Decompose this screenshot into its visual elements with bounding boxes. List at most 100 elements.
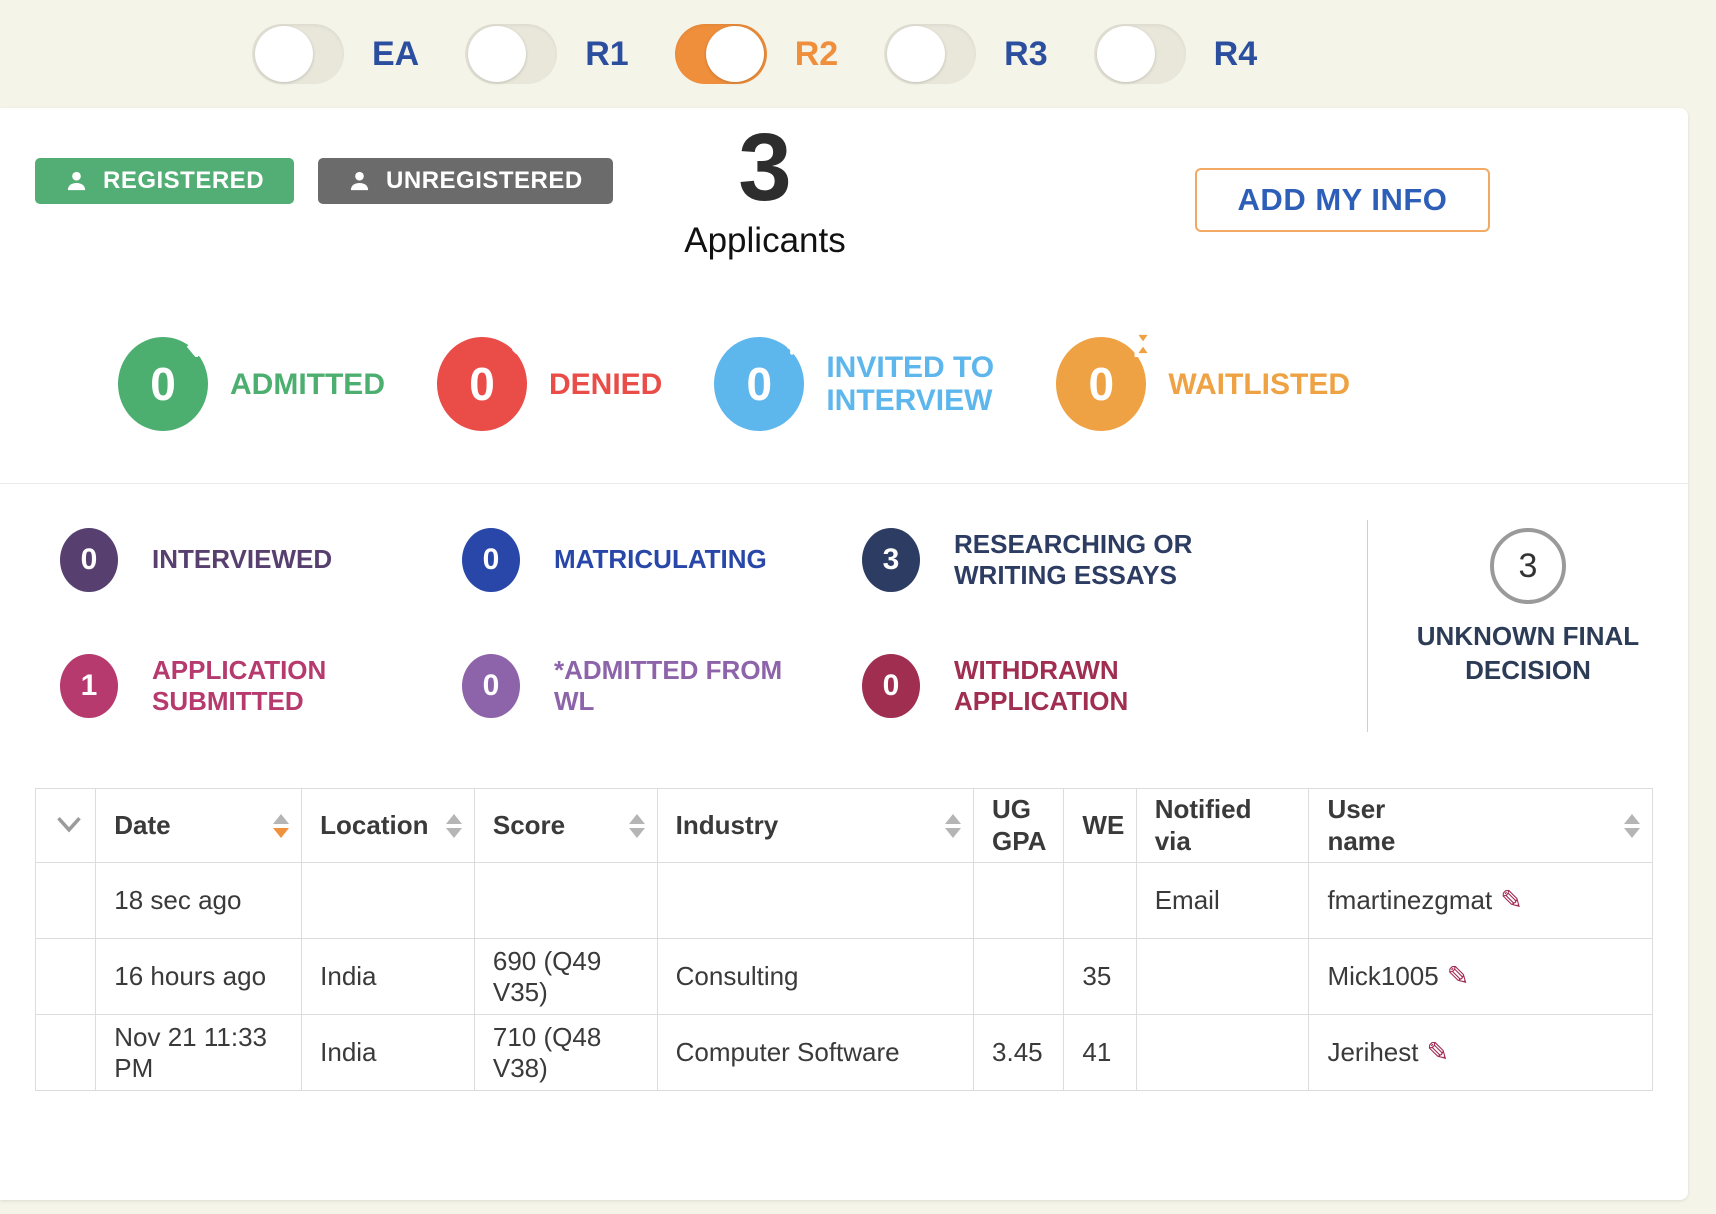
status-circle: 0 <box>1056 331 1152 431</box>
toggle-knob <box>255 26 313 82</box>
check-icon <box>186 331 216 359</box>
status-dot-cell <box>34 938 97 1015</box>
round-group-r1: R1 <box>465 24 629 84</box>
status-application-submitted: 1 APPLICATION SUBMITTED <box>60 640 462 732</box>
location-cell: India <box>301 1014 475 1091</box>
table-header-row: Date Location Score <box>34 788 1653 863</box>
applicant-summary: 3 Applicants <box>585 117 945 261</box>
status-label: *ADMITTED FROM WL <box>554 654 783 716</box>
status-count: 0 <box>482 543 500 576</box>
round-label-ea: EA <box>372 34 420 73</box>
status-waitlisted: 0 WAITLISTED <box>1056 331 1350 431</box>
column-header-user-name[interactable]: User name <box>1308 788 1653 863</box>
status-count: 1 <box>80 669 98 702</box>
round-label-r1: R1 <box>585 34 629 73</box>
status-count: 0 <box>80 543 98 576</box>
table-row: 18 sec ago Email fmartinezgmat ✎ <box>34 862 1653 939</box>
registered-label: REGISTERED <box>103 167 265 194</box>
column-header-we[interactable]: WE <box>1063 788 1137 863</box>
column-label: WE <box>1082 809 1125 840</box>
status-label: INVITED TO INTERVIEW <box>826 351 995 417</box>
column-header-score[interactable]: Score <box>473 788 658 863</box>
column-header-industry[interactable]: Industry <box>656 788 975 863</box>
status-admitted-from-wl: 0 *ADMITTED FROM WL <box>462 640 862 732</box>
pencil-icon[interactable]: ✎ <box>1426 1037 1450 1068</box>
status-withdrawn: 0 WITHDRAWN APPLICATION <box>862 640 1367 732</box>
industry-cell <box>656 862 975 939</box>
status-circle: 3 <box>862 528 920 592</box>
column-header-notified-via[interactable]: Notified via <box>1135 788 1310 863</box>
industry-cell: Consulting <box>656 938 975 1015</box>
column-label: Date <box>114 809 171 840</box>
toggle-r2[interactable] <box>674 24 767 84</box>
status-label: DENIED <box>548 367 663 401</box>
status-count: 0 <box>469 358 495 410</box>
notified-cell <box>1135 938 1310 1015</box>
table-row: Nov 21 11:33 PM India 710 (Q48 V38) Comp… <box>34 1014 1653 1091</box>
round-label-r3: R3 <box>1004 34 1048 73</box>
round-selector-bar: EA R1 R2 R3 R4 <box>0 0 1716 108</box>
registered-filter-button[interactable]: REGISTERED <box>35 158 295 204</box>
sort-icon <box>945 813 962 838</box>
toggle-knob <box>887 26 946 82</box>
status-label: MATRICULATING <box>554 544 767 575</box>
status-label: INTERVIEWED <box>152 544 333 575</box>
table-row: 16 hours ago India 690 (Q49 V35) Consult… <box>34 938 1653 1015</box>
notified-cell <box>1135 1014 1310 1091</box>
status-count: 0 <box>882 669 900 702</box>
status-circle: 0 <box>436 331 535 431</box>
toggle-r1[interactable] <box>465 24 558 84</box>
unknown-count: 3 <box>1518 546 1538 585</box>
add-my-info-button[interactable]: ADD MY INFO <box>1195 168 1490 232</box>
date-cell: Nov 21 11:33 PM <box>95 1014 303 1091</box>
unknown-final-decision-block: 3 UNKNOWN FINAL DECISION <box>1367 520 1688 732</box>
unknown-label: UNKNOWN FINAL DECISION <box>1416 621 1640 685</box>
username: fmartinezgmat <box>1327 885 1493 915</box>
column-header-ug-gpa[interactable]: UG GPA <box>973 788 1065 863</box>
we-cell: 35 <box>1063 938 1137 1015</box>
expand-all-header[interactable] <box>34 788 97 863</box>
status-label: RESEARCHING OR WRITING ESSAYS <box>954 528 1193 590</box>
status-admitted: 0 ADMITTED <box>118 331 385 431</box>
applicant-count-label: Applicants <box>684 220 846 260</box>
unregistered-filter-button[interactable]: UNREGISTERED <box>318 158 613 204</box>
pencil-icon[interactable]: ✎ <box>1446 961 1470 992</box>
status-circle: 0 <box>462 654 520 718</box>
status-dot-cell <box>34 862 97 939</box>
status-count: 0 <box>1088 358 1115 410</box>
column-label: Industry <box>675 809 779 840</box>
column-header-date[interactable]: Date <box>95 788 303 863</box>
status-label: WITHDRAWN APPLICATION <box>954 654 1129 716</box>
pencil-icon[interactable]: ✎ <box>1500 885 1523 916</box>
hourglass-icon <box>1132 331 1154 357</box>
person-icon <box>350 171 369 190</box>
status-circle: 0 <box>118 331 216 431</box>
score-cell <box>473 862 658 939</box>
unknown-count-circle: 3 <box>1490 528 1566 604</box>
status-denied: 0 DENIED <box>436 331 663 431</box>
column-label: Score <box>492 809 566 840</box>
toggle-ea[interactable] <box>252 24 344 84</box>
location-cell: India <box>301 938 475 1015</box>
status-label: APPLICATION SUBMITTED <box>152 654 327 716</box>
we-cell: 41 <box>1063 1014 1137 1091</box>
status-count: 0 <box>746 358 773 410</box>
person-icon <box>67 171 86 190</box>
toggle-knob <box>705 26 764 82</box>
status-invited-to-interview: 0 INVITED TO INTERVIEW <box>714 332 1004 431</box>
username: Jerihest <box>1327 1037 1419 1067</box>
toggle-knob <box>1096 26 1155 82</box>
unregistered-label: UNREGISTERED <box>386 167 583 194</box>
status-label: WAITLISTED <box>1168 367 1350 401</box>
column-label: User name <box>1327 794 1396 856</box>
round-group-ea: EA <box>252 24 419 84</box>
status-count: 0 <box>482 669 500 702</box>
registration-filters: REGISTERED UNREGISTERED <box>35 158 613 204</box>
date-cell: 18 sec ago <box>95 862 303 939</box>
secondary-status-grid: 0 INTERVIEWED 0 MATRICULATING 3 RESEARCH… <box>0 514 1367 732</box>
applicants-table: Date Location Score <box>34 788 1653 1091</box>
round-label-r4: R4 <box>1213 34 1258 73</box>
toggle-r3[interactable] <box>884 24 977 84</box>
toggle-r4[interactable] <box>1093 24 1186 84</box>
column-header-location[interactable]: Location <box>301 788 475 863</box>
